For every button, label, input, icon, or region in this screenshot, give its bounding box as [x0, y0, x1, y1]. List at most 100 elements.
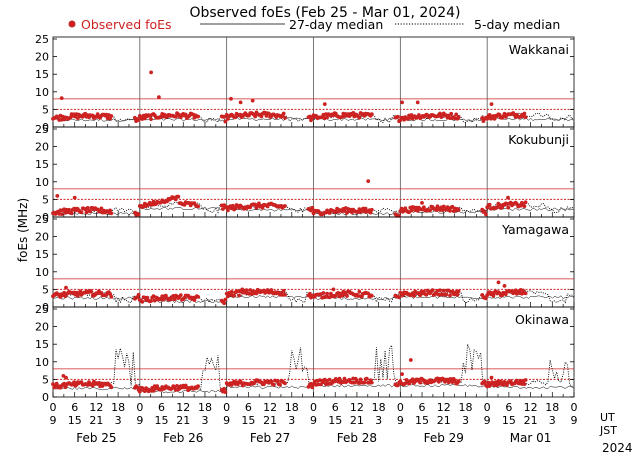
observed-point — [85, 206, 90, 210]
observed-point — [108, 208, 112, 213]
observed-point — [422, 205, 426, 210]
y-tick-label: 10 — [35, 266, 49, 279]
observed-point-outlier — [489, 375, 494, 380]
observed-point — [497, 203, 502, 207]
x-tick-label-jst: 21 — [350, 414, 364, 427]
observed-point — [88, 209, 93, 214]
observed-point — [357, 289, 362, 294]
x-tick-label-jst: 15 — [68, 414, 82, 427]
x-tick-label-jst: 9 — [571, 414, 578, 427]
observed-point — [482, 379, 487, 384]
observed-point — [444, 292, 449, 297]
observed-point — [283, 292, 287, 297]
observed-point — [321, 291, 326, 295]
observed-point — [357, 115, 362, 120]
observed-point-outlier — [240, 287, 245, 292]
panel-wakkanai: 0 5 10 15 20 25 Wakkanai — [35, 33, 575, 134]
y-tick-label: 15 — [35, 248, 49, 261]
observed-point — [449, 111, 454, 116]
x-tick-label-jst: 9 — [310, 414, 317, 427]
observed-point-outlier — [506, 195, 510, 200]
observed-point — [482, 209, 487, 214]
observed-point — [269, 288, 274, 292]
observed-point — [484, 296, 488, 301]
y-tick-label: 0 — [42, 391, 49, 404]
y-axis-label: foEs (MHz) — [16, 198, 30, 262]
x-tick-label-jst: 3 — [462, 414, 469, 427]
observed-point — [283, 116, 287, 120]
chart-title: Observed foEs (Feb 25 - Mar 01, 2024) — [189, 5, 460, 21]
observed-point-outlier — [250, 98, 255, 103]
observed-point-outlier — [322, 102, 327, 106]
observed-point — [59, 212, 64, 217]
y-tick-label: 0 — [42, 211, 49, 224]
y-tick-label: 25 — [35, 303, 49, 316]
y-tick-label: 0 — [42, 301, 49, 314]
observed-point — [283, 381, 287, 386]
observed-point — [430, 288, 435, 293]
x-tick-label-jst: 15 — [155, 414, 169, 427]
observed-point — [487, 202, 492, 207]
y-tick-label: 5 — [42, 283, 49, 296]
observed-point — [327, 211, 332, 215]
legend-observed-marker — [68, 20, 76, 28]
y-tick-label: 15 — [35, 158, 49, 171]
observed-point — [319, 382, 323, 387]
observed-point — [369, 380, 374, 385]
x-tick-label-jst: 9 — [50, 414, 57, 427]
x-tick-label-ut: 18 — [372, 401, 386, 414]
observed-point — [369, 112, 374, 117]
observed-point — [231, 203, 235, 208]
year-label: 2024 — [602, 441, 633, 455]
observed-point — [325, 115, 329, 120]
observed-point — [418, 380, 423, 385]
observed-point — [89, 290, 94, 294]
x-tick-label-jst: 9 — [397, 414, 404, 427]
legend: Observed foEs 27-day median 5-day median — [68, 17, 560, 32]
x-tick-label-ut: 0 — [484, 401, 491, 414]
observed-point — [523, 115, 528, 120]
observed-point-outlier — [420, 201, 424, 205]
observed-point — [173, 114, 178, 119]
legend-27day-label: 27-day median — [289, 17, 383, 32]
observed-point-outlier — [366, 179, 371, 184]
y-tick-label: 5 — [42, 373, 49, 386]
observed-point-outlier — [496, 280, 501, 285]
observed-point — [99, 206, 104, 211]
observed-point-outlier — [489, 102, 494, 106]
observed-point — [266, 111, 271, 116]
observed-point-outlier — [59, 96, 64, 100]
observed-point — [363, 206, 368, 211]
x-tick-label-ut: 0 — [50, 401, 57, 414]
observed-point — [456, 379, 461, 384]
y-tick-label: 20 — [35, 141, 49, 154]
observed-point — [136, 212, 141, 217]
observed-point — [222, 301, 227, 306]
observed-point — [149, 299, 153, 303]
observed-point — [491, 293, 496, 298]
x-tick-label-jst: 3 — [375, 414, 382, 427]
y-tick-label: 0 — [42, 121, 49, 134]
observed-point — [325, 291, 329, 296]
x-day-label: Feb 29 — [424, 431, 464, 445]
observed-point — [232, 293, 237, 298]
observed-point — [424, 292, 429, 297]
observed-point — [54, 381, 59, 386]
observed-point — [446, 380, 451, 385]
observed-point-outlier — [408, 358, 413, 362]
observed-point — [226, 208, 230, 213]
observed-point-outlier — [238, 100, 243, 105]
observed-point — [310, 385, 315, 390]
y-tick-label: 5 — [42, 103, 49, 116]
x-tick-label-jst: 9 — [484, 414, 491, 427]
observed-point — [109, 385, 114, 389]
observed-point — [456, 115, 461, 120]
observed-point — [364, 376, 369, 381]
observed-point — [223, 390, 228, 394]
y-tick-label: 20 — [35, 321, 49, 334]
observed-point — [522, 382, 527, 386]
x-day-label: Mar 01 — [510, 431, 552, 445]
observed-point — [523, 200, 528, 205]
y-tick-label: 25 — [35, 33, 49, 46]
